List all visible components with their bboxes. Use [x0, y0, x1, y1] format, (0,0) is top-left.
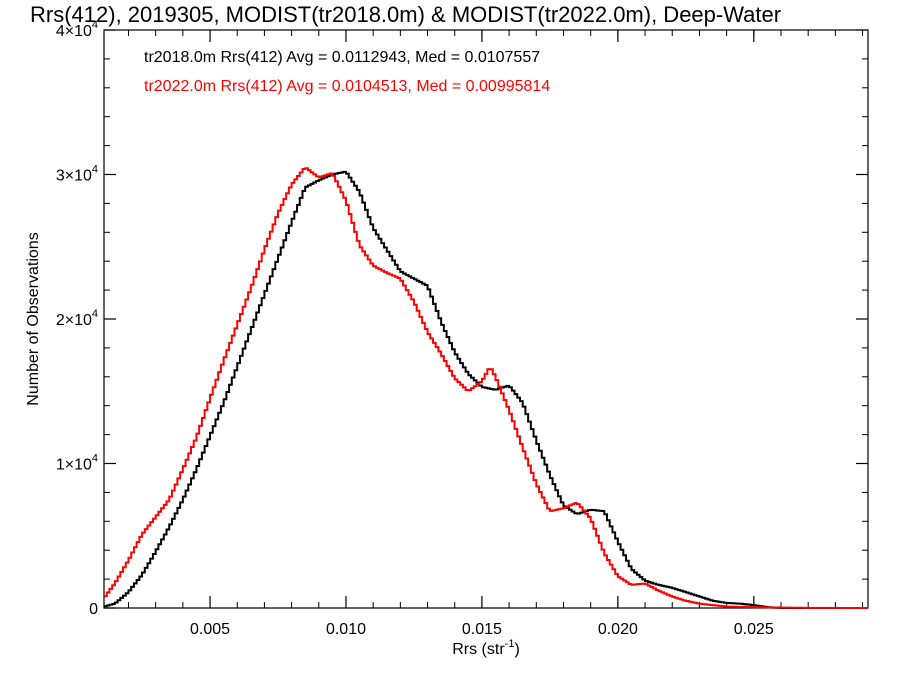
x-axis-label: Rrs (str-1)	[452, 638, 520, 658]
x-tick-label: 0.010	[326, 621, 366, 638]
series-line-tr2018-0m	[104, 170, 868, 609]
y-tick-label: 3×104	[56, 164, 98, 185]
y-tick-label: 0	[89, 601, 98, 618]
series-layer	[104, 167, 868, 609]
x-tick-label: 0.005	[190, 621, 230, 638]
plot-frame	[103, 29, 869, 609]
chart-title: Rrs(412), 2019305, MODIST(tr2018.0m) & M…	[30, 2, 781, 27]
x-axis-ticks: 0.005 0.010 0.015 0.020 0.025	[190, 30, 774, 638]
minor-ticks	[104, 30, 868, 608]
legend-entry-tr2018: tr2018.0m Rrs(412) Avg = 0.0112943, Med …	[144, 49, 540, 66]
y-axis-label: Number of Observations	[25, 232, 42, 405]
legend-entry-tr2022: tr2022.0m Rrs(412) Avg = 0.0104513, Med …	[144, 78, 550, 95]
y-tick-label: 4×104	[56, 19, 98, 40]
series-line-tr2022-0m	[104, 167, 868, 609]
y-tick-label: 2×104	[56, 308, 98, 329]
y-tick-label: 1×104	[56, 453, 98, 474]
y-axis-ticks: 0 1×104 2×104 3×104 4×104	[56, 19, 868, 618]
x-tick-label: 0.020	[598, 621, 638, 638]
x-tick-label: 0.025	[734, 621, 774, 638]
x-tick-label: 0.015	[462, 621, 502, 638]
